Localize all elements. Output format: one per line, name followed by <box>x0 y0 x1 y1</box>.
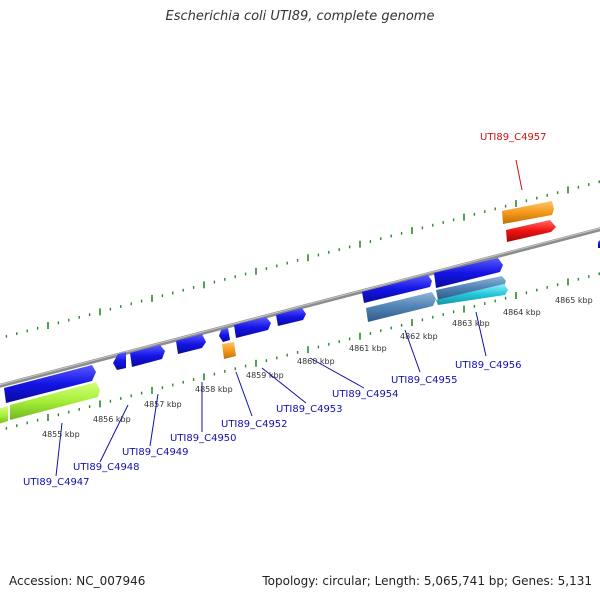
scale-label: 4855 kbp <box>42 430 80 439</box>
gene-feature[interactable] <box>113 352 126 370</box>
scale-label: 4863 kbp <box>452 319 490 328</box>
gene-label[interactable]: UTI89_C4949 <box>122 447 189 458</box>
gene-feature[interactable] <box>4 365 96 403</box>
accession-text: Accession: NC_007946 <box>9 574 146 588</box>
gene-feature[interactable] <box>10 382 100 420</box>
gene-label[interactable]: UTI89_C4952 <box>221 419 288 430</box>
scale-label: 4865 kbp <box>555 296 593 305</box>
scale-label: 4862 kbp <box>400 332 438 341</box>
scale-label: 4860 kbp <box>297 357 335 366</box>
scale-label: 4857 kbp <box>144 400 182 409</box>
genome-backbone-highlight <box>0 227 600 386</box>
gene-label[interactable]: UTI89_C4953 <box>276 404 343 415</box>
outer-tick-row <box>5 180 600 338</box>
gene-leader-lines <box>55 159 523 477</box>
gene-label[interactable]: UTI89_C4954 <box>332 389 399 400</box>
gene-feature[interactable] <box>366 292 436 322</box>
scale-label: 4858 kbp <box>195 385 233 394</box>
genome-backbone <box>0 227 600 388</box>
gene-label[interactable]: UTI89_C4956 <box>455 360 522 371</box>
inner-tick-row <box>5 272 600 430</box>
gene-label[interactable]: UTI89_C4955 <box>391 375 458 386</box>
gene-feature[interactable] <box>436 276 506 300</box>
gene-label[interactable]: UTI89_C4948 <box>73 462 140 473</box>
scale-label: 4859 kbp <box>246 371 284 380</box>
gene-label[interactable]: UTI89_C4947 <box>23 477 90 488</box>
gene-feature[interactable] <box>222 342 236 359</box>
scale-label: 4861 kbp <box>349 344 387 353</box>
gene-feature[interactable] <box>434 258 503 288</box>
scale-label: 4856 kbp <box>93 415 131 424</box>
gene-feature[interactable] <box>0 406 8 425</box>
genome-summary-text: Topology: circular; Length: 5,065,741 bp… <box>262 574 592 588</box>
gene-label[interactable]: UTI89_C4957 <box>480 132 547 143</box>
scale-labels: 4855 kbp 4856 kbp 4857 kbp 4858 kbp 4859… <box>42 296 593 439</box>
gene-feature[interactable] <box>176 334 206 354</box>
gene-feature[interactable] <box>506 220 556 242</box>
gene-feature[interactable] <box>276 308 306 326</box>
forward-genes <box>4 201 600 403</box>
gene-feature[interactable] <box>502 201 554 224</box>
gene-feature[interactable] <box>362 275 432 303</box>
gene-feature[interactable] <box>234 317 271 338</box>
gene-label[interactable]: UTI89_C4950 <box>170 433 237 444</box>
gene-feature[interactable] <box>130 345 165 367</box>
map-title: Escherichia coli UTI89, complete genome <box>165 9 435 24</box>
scale-label: 4864 kbp <box>503 308 541 317</box>
reverse-genes <box>0 276 508 425</box>
gene-labels: UTI89_C4947 UTI89_C4948 UTI89_C4949 UTI8… <box>23 132 547 488</box>
gene-feature[interactable] <box>219 328 230 342</box>
gene-feature[interactable] <box>436 284 508 305</box>
